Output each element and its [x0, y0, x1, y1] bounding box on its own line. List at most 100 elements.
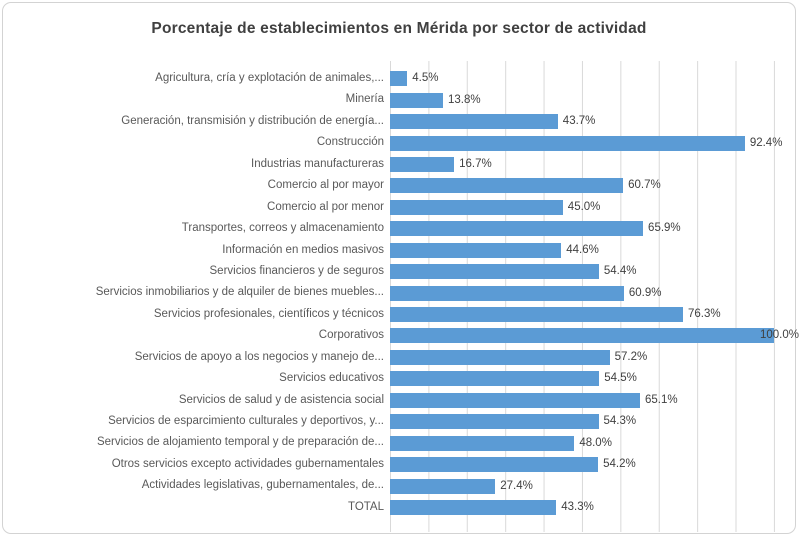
chart-row: Industrias manufactureras 16.7%: [3, 154, 795, 175]
bar: [390, 457, 599, 473]
value-label: 13.8%: [447, 93, 481, 106]
bar: [390, 435, 575, 451]
value-label: 60.7%: [628, 179, 661, 192]
bar: [390, 135, 745, 151]
bar-rows: Agricultura, cría y explotación de anima…: [3, 68, 799, 518]
chart-row: Agricultura, cría y explotación de anima…: [3, 68, 795, 89]
bar-cell: 4.5%: [390, 68, 774, 89]
chart-row: Actividades legislativas, gubernamentale…: [3, 475, 795, 496]
chart-row: Generación, transmisión y distribución d…: [3, 111, 795, 132]
bar-cell: 48.0%: [390, 432, 774, 453]
chart-row: Servicios de apoyo a los negocios y mane…: [3, 347, 795, 368]
value-label: 45.0%: [567, 200, 601, 213]
category-label: Construcción: [316, 136, 384, 149]
chart-row: Comercio al por mayor 60.7%: [3, 175, 795, 196]
bar-cell: 76.3%: [390, 304, 774, 325]
value-label: 27.4%: [500, 479, 533, 492]
value-label: 43.7%: [562, 115, 596, 128]
chart-title: Porcentaje de establecimientos en Mérida…: [151, 20, 647, 37]
bar-cell: 45.0%: [390, 197, 774, 218]
bar: [390, 392, 640, 408]
category-label: Comercio al por menor: [267, 200, 384, 213]
bar-cell: 16.7%: [390, 154, 774, 175]
category-label: Minería: [345, 93, 384, 106]
bar: [390, 328, 774, 344]
bar-cell: 43.7%: [390, 111, 774, 132]
category-label: Transportes, correos y almacenamiento: [181, 222, 384, 235]
chart-row: TOTAL 43.3%: [3, 497, 795, 518]
category-label: Corporativos: [318, 329, 384, 342]
bar: [390, 285, 624, 301]
value-label: 54.2%: [603, 458, 636, 471]
chart-row: Servicios financieros y de seguros 54.4%: [3, 261, 795, 282]
chart-row: Servicios de esparcimiento culturales y …: [3, 411, 795, 432]
chart-row: Servicios inmobiliarios y de alquiler de…: [3, 282, 795, 303]
value-label: 4.5%: [412, 72, 439, 85]
value-label: 43.3%: [561, 500, 594, 513]
bar: [390, 199, 563, 215]
category-label: Agricultura, cría y explotación de anima…: [155, 72, 384, 84]
value-label: 54.4%: [603, 265, 637, 278]
chart-row: Corporativos 100.0%: [3, 325, 799, 346]
category-label: Servicios educativos: [279, 372, 384, 385]
chart-row: Servicios de alojamiento temporal y de p…: [3, 432, 795, 453]
bar: [390, 221, 644, 237]
value-label: 48.0%: [579, 436, 612, 449]
bar-cell: 54.5%: [390, 368, 774, 389]
bar: [390, 92, 443, 108]
chart-row: Minería 13.8%: [3, 89, 795, 110]
value-label: 44.6%: [566, 243, 599, 256]
category-label: Servicios de apoyo a los negocios y mane…: [134, 350, 384, 363]
value-label: 65.9%: [648, 222, 681, 235]
bar: [390, 156, 455, 172]
chart-row: Otros servicios excepto actividades gube…: [3, 454, 795, 475]
chart-row: Servicios educativos 54.5%: [3, 368, 795, 389]
chart-row: Transportes, correos y almacenamiento 65.…: [3, 218, 795, 239]
category-label: Servicios de esparcimiento culturales y …: [108, 415, 384, 427]
bar-cell: 100.0%: [390, 325, 799, 346]
bar: [390, 478, 496, 494]
bar-cell: 92.4%: [390, 132, 782, 153]
bar: [390, 264, 599, 280]
value-label: 54.5%: [604, 372, 637, 385]
bar: [390, 499, 557, 515]
chart-row: Comercio al por menor 45.0%: [3, 197, 795, 218]
bar: [390, 178, 624, 194]
bar: [390, 371, 600, 387]
bar-cell: 54.3%: [390, 411, 774, 432]
bar: [390, 71, 408, 87]
chart-row: Servicios profesionales, científicos y t…: [3, 304, 795, 325]
bar: [390, 414, 599, 430]
bar-cell: 65.9%: [390, 218, 774, 239]
category-label: Comercio al por mayor: [267, 179, 384, 192]
bar-cell: 54.4%: [390, 261, 774, 282]
value-label: 54.3%: [603, 415, 637, 428]
category-label: Servicios inmobiliarios y de alquiler de…: [95, 286, 384, 299]
category-label: Industrias manufactureras: [251, 157, 384, 170]
value-label: 60.9%: [628, 286, 662, 299]
chart-row: Construcción 92.4%: [3, 132, 795, 153]
bar: [390, 307, 683, 322]
bar-cell: 60.7%: [390, 175, 774, 196]
bar-cell: 60.9%: [390, 282, 774, 303]
bar-cell: 65.1%: [390, 390, 774, 411]
value-label: 57.2%: [614, 350, 648, 363]
chart-row: Servicios de salud y de asistencia socia…: [3, 390, 795, 411]
bar-cell: 54.2%: [390, 454, 774, 475]
bar: [390, 242, 562, 258]
chart-row: Información en medios masivos 44.6%: [3, 240, 795, 261]
category-label: Otros servicios excepto actividades gube…: [111, 457, 384, 470]
bar: [390, 114, 558, 130]
bar-cell: 57.2%: [390, 347, 774, 368]
value-label: 16.7%: [459, 157, 492, 170]
category-label: Servicios profesionales, científicos y t…: [153, 307, 384, 320]
bar-cell: 43.3%: [390, 497, 774, 518]
bar-cell: 13.8%: [390, 89, 774, 110]
category-label: Servicios financieros y de seguros: [209, 264, 385, 277]
bar-cell: 44.6%: [390, 240, 774, 261]
value-label: 100.0%: [759, 329, 799, 342]
category-label: Información en medios masivos: [222, 243, 384, 256]
category-label: Actividades legislativas, gubernamentale…: [141, 479, 384, 492]
category-label: TOTAL: [348, 500, 384, 513]
